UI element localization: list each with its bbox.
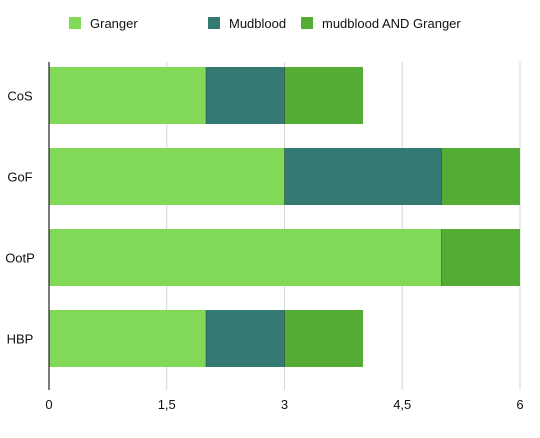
bar-group-gof	[49, 148, 520, 205]
legend: Granger Mudblood mudblood AND Granger	[69, 16, 461, 31]
legend-swatch	[69, 17, 81, 29]
bar-segment-granger	[49, 67, 206, 124]
bars	[49, 67, 520, 367]
legend-item-mudblood: Mudblood	[208, 16, 286, 31]
bar-group-ootp	[49, 229, 520, 286]
bar-segment-mudblood	[206, 67, 285, 124]
bar-segment-granger	[49, 229, 442, 286]
legend-label: Mudblood	[229, 16, 286, 31]
category-label: CoS	[7, 89, 33, 104]
legend-swatch	[208, 17, 220, 29]
legend-label: Granger	[90, 16, 138, 31]
legend-item-mudblood-and-granger: mudblood AND Granger	[301, 16, 461, 31]
bar-segment-granger	[49, 310, 206, 367]
bar-segment-mudblood	[206, 310, 285, 367]
x-tick-label: 4,5	[393, 397, 411, 412]
category-label: OotP	[5, 251, 35, 266]
bar-segment-mudblood-and-granger	[441, 229, 520, 286]
x-tick-label: 0	[45, 397, 52, 412]
legend-label: mudblood AND Granger	[322, 16, 461, 31]
category-label: HBP	[7, 332, 34, 347]
bar-segment-granger	[49, 148, 285, 205]
axes: 0 1,5 3 4,5 6 CoS GoF OotP HBP	[5, 62, 524, 412]
x-tick-label: 3	[281, 397, 288, 412]
x-tick-label: 6	[516, 397, 523, 412]
x-tick-label: 1,5	[158, 397, 176, 412]
category-label: GoF	[7, 170, 32, 185]
bar-segment-mudblood-and-granger	[441, 148, 520, 205]
bar-segment-mudblood-and-granger	[284, 310, 363, 367]
bar-group-hbp	[49, 310, 363, 367]
bar-segment-mudblood	[284, 148, 442, 205]
bar-group-cos	[49, 67, 363, 124]
legend-item-granger: Granger	[69, 16, 138, 31]
legend-swatch	[301, 17, 313, 29]
bar-segment-mudblood-and-granger	[284, 67, 363, 124]
